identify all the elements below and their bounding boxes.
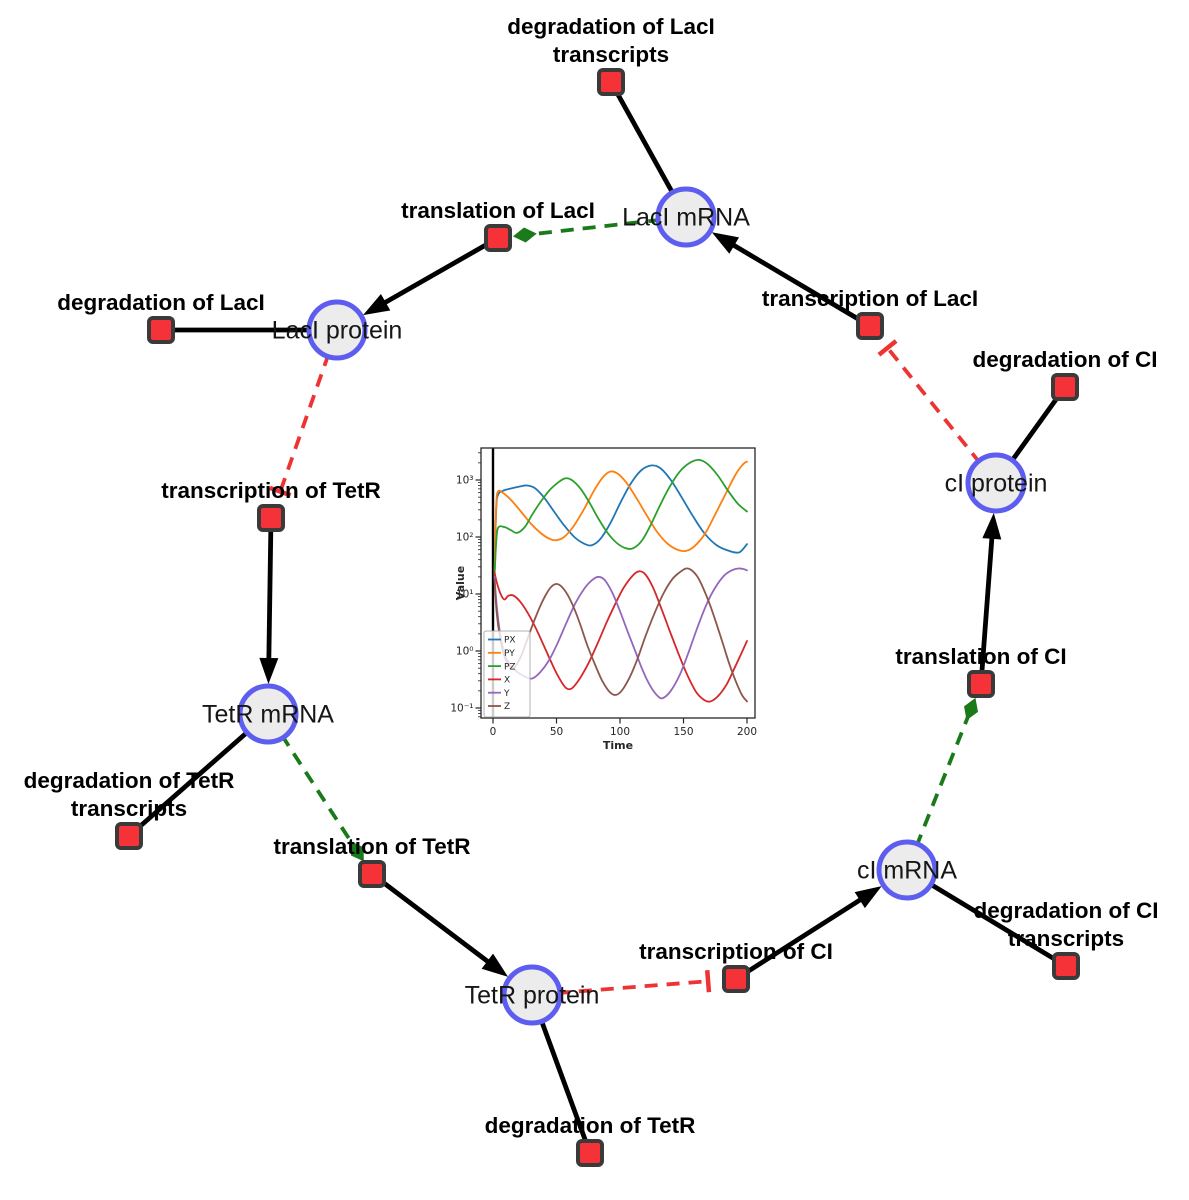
x-tick-label: 100	[610, 726, 630, 738]
reaction-label-degradation-of-tetR-transcripts: transcripts	[71, 796, 187, 821]
edge-cI-mRNA-to-degradation-of-cI-transcripts-reactant	[927, 880, 1068, 969]
edge-translation-of-lacI-to-lacI-protein-product	[363, 235, 500, 316]
timeseries-inset: 10⁻¹ 10⁰ 10¹ 10² 10³ 0 50 100 150 200 Time Value PX P…	[440, 432, 780, 768]
reaction-node-degradation-of-tetR-transcripts[interactable]	[115, 822, 143, 850]
x-tick-label: 50	[550, 726, 563, 738]
y-tick-label: 10²	[456, 532, 474, 544]
labels-layer: degradation of LacI transcripts translatio…	[24, 14, 1159, 1138]
x-tick-label: 0	[490, 726, 497, 738]
reaction-node-degradation-of-cI-transcripts[interactable]	[1052, 952, 1080, 980]
reaction-label-transcription-of-cI: transcription of CI	[639, 939, 833, 964]
edge-translation-of-cI-to-cI-protein-product	[978, 512, 1002, 685]
reaction-label-degradation-of-cI: degradation of CI	[973, 347, 1158, 372]
reaction-node-transcription-of-cI[interactable]	[722, 965, 750, 993]
edges-layer	[127, 80, 1068, 1154]
reaction-label-degradation-of-cI-transcripts: degradation of CI	[974, 898, 1159, 923]
edge-tetR-mRNA-to-degradation-of-tetR-transcripts-reactant	[127, 728, 251, 838]
series-line-PX	[493, 464, 748, 576]
species-nodes-layer	[237, 186, 1027, 1026]
series-line-X	[493, 570, 748, 703]
species-node-cI-mRNA[interactable]	[876, 839, 938, 901]
species-node-tetR-protein[interactable]	[501, 964, 563, 1026]
species-label-cI-protein: cI protein	[945, 470, 1048, 498]
edge-transcription-of-lacI-to-lacI-mRNA-product	[711, 232, 872, 329]
reaction-node-translation-of-lacI[interactable]	[484, 224, 512, 252]
edge-transcription-of-cI-to-cI-mRNA-product	[734, 886, 882, 982]
reaction-label-translation-of-lacI: translation of LacI	[401, 198, 595, 223]
y-tick-label: 10³	[456, 475, 474, 487]
edge-tetR-protein-to-degradation-of-tetR-reactant	[538, 1017, 593, 1154]
x-axis-label: Time	[603, 739, 633, 752]
legend-label-X: X	[504, 676, 510, 686]
legend-label-PX: PX	[504, 636, 516, 646]
y-axis-label: Value	[454, 566, 467, 600]
plot-frame	[480, 447, 756, 719]
reaction-label-transcription-of-tetR: transcription of TetR	[161, 478, 381, 503]
reaction-node-degradation-of-lacI-transcripts[interactable]	[597, 68, 625, 96]
x-tick-label: 150	[673, 726, 693, 738]
legend-label-Y: Y	[503, 689, 510, 699]
series-line-PY	[493, 460, 748, 576]
species-node-cI-protein[interactable]	[965, 452, 1027, 514]
reaction-node-transcription-of-tetR[interactable]	[257, 504, 285, 532]
reaction-label-translation-of-tetR: translation of TetR	[273, 834, 470, 859]
edge-lacI-protein-to-transcription-of-tetR-inhibition	[269, 352, 331, 498]
y-tick-label: 10¹	[456, 589, 474, 601]
reaction-label-degradation-of-lacI: degradation of LacI	[57, 290, 265, 315]
species-label-tetR-mRNA: TetR mRNA	[202, 701, 334, 729]
edge-lacI-mRNA-to-translation-of-lacI-modifier	[512, 217, 662, 243]
species-label-tetR-protein: TetR protein	[465, 982, 600, 1010]
species-node-lacI-mRNA[interactable]	[655, 186, 717, 248]
edge-translation-of-tetR-to-tetR-protein-product	[370, 872, 509, 977]
reaction-label-transcription-of-lacI: transcription of LacI	[762, 286, 978, 311]
edge-lacI-mRNA-to-degradation-of-lacI-transcripts-reactant	[608, 80, 676, 197]
reaction-node-degradation-of-cI[interactable]	[1051, 373, 1079, 401]
edge-tetR-protein-to-transcription-of-cI-inhibition	[556, 970, 712, 995]
species-node-tetR-mRNA[interactable]	[237, 683, 299, 745]
legend-label-PY: PY	[504, 649, 515, 659]
reaction-node-degradation-of-tetR[interactable]	[576, 1139, 604, 1167]
reaction-label-degradation-of-lacI-transcripts: degradation of LacI	[507, 14, 715, 39]
species-label-lacI-mRNA: LacI mRNA	[622, 204, 750, 232]
species-label-cI-mRNA: cI mRNA	[857, 857, 957, 885]
reaction-label-degradation-of-tetR-transcripts: degradation of TetR	[24, 768, 235, 793]
y-tick-label: 10⁰	[456, 646, 474, 658]
legend-label-Z: Z	[504, 702, 510, 712]
reaction-label-degradation-of-cI-transcripts: transcripts	[1008, 926, 1124, 951]
legend: PX PY PZ XYZ	[483, 630, 531, 718]
edge-cI-protein-to-transcription-of-lacI-inhibition	[877, 339, 982, 465]
reaction-label-translation-of-cI: translation of CI	[895, 644, 1066, 669]
reaction-nodes-layer	[115, 68, 1080, 1167]
reaction-node-translation-of-cI[interactable]	[967, 670, 995, 698]
edge-transcription-of-tetR-to-tetR-mRNA-product	[259, 517, 279, 685]
legend-label-PZ: PZ	[504, 662, 516, 672]
species-node-lacI-protein[interactable]	[306, 299, 368, 361]
edge-tetR-mRNA-to-translation-of-tetR-modifier	[280, 733, 364, 862]
species-label-lacI-protein: LacI protein	[272, 317, 403, 345]
x-tick-label: 200	[737, 726, 757, 738]
series-line-PZ	[493, 458, 748, 578]
series-lines	[493, 458, 748, 703]
edge-cI-mRNA-to-translation-of-cI-modifier	[914, 697, 978, 848]
reaction-label-degradation-of-lacI-transcripts: transcripts	[553, 42, 669, 67]
reaction-label-degradation-of-tetR: degradation of TetR	[485, 1113, 696, 1138]
reaction-node-transcription-of-lacI[interactable]	[856, 312, 884, 340]
reaction-node-degradation-of-lacI[interactable]	[147, 316, 175, 344]
reaction-node-translation-of-tetR[interactable]	[358, 860, 386, 888]
y-tick-label: 10⁻¹	[450, 703, 473, 715]
